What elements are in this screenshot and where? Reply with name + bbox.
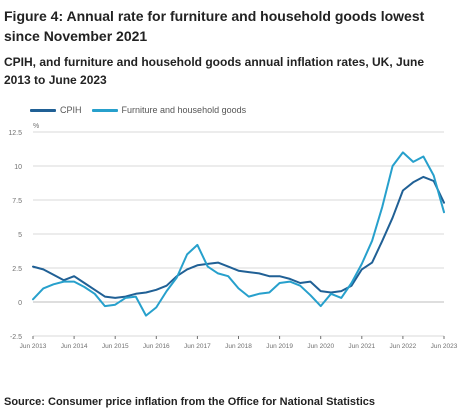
y-tick-label: 10 (14, 164, 22, 171)
chart-subtitle: CPIH, and furniture and household goods … (4, 55, 425, 87)
legend-label-cpih: CPIH (60, 105, 82, 115)
x-tick-label: Jun 2016 (143, 343, 170, 350)
x-tick-label: Jun 2021 (348, 343, 375, 350)
series-line-furniture (32, 151, 445, 317)
y-tick-label: -2.5 (10, 334, 22, 341)
x-tick-label: Jun 2017 (184, 343, 211, 350)
legend-swatch-cpih (30, 108, 56, 112)
legend-item-cpih: CPIH (30, 105, 82, 115)
x-tick-label: Jun 2020 (307, 343, 334, 350)
source-note: Source: Consumer price inflation from th… (4, 396, 376, 408)
line-chart: 12.5 10 7.5 5 2.5 0 -2.5% Jun 2013 Jun 2014 Jun 2… (8, 123, 458, 350)
x-tick-label: Jun 2013 (20, 343, 47, 350)
x-tick-label: Jun 2015 (102, 343, 129, 350)
series-line-cpih (32, 175, 445, 299)
y-tick-label: 5 (18, 232, 22, 239)
x-tick-label: Jun 2023 (431, 343, 458, 350)
y-unit-label: % (33, 123, 39, 130)
y-tick-label: 2.5 (12, 266, 22, 273)
chart-title: Figure 4: Annual rate for furniture and … (4, 8, 425, 44)
legend-swatch-furniture (91, 108, 118, 112)
x-tick-label: Jun 2022 (390, 343, 417, 350)
x-tick-label: Jun 2018 (225, 343, 252, 350)
chart-legend: CPIH Furniture and household goods (30, 103, 256, 117)
legend-label-furniture: Furniture and household goods (121, 105, 247, 115)
y-tick-label: 0 (18, 300, 22, 307)
y-tick-label: 7.5 (12, 198, 22, 205)
legend-item-furniture: Furniture and household goods (91, 105, 247, 115)
x-tick-label: Jun 2014 (61, 343, 88, 350)
x-tick-label: Jun 2019 (266, 343, 293, 350)
y-tick-label: 12.5 (8, 130, 22, 137)
